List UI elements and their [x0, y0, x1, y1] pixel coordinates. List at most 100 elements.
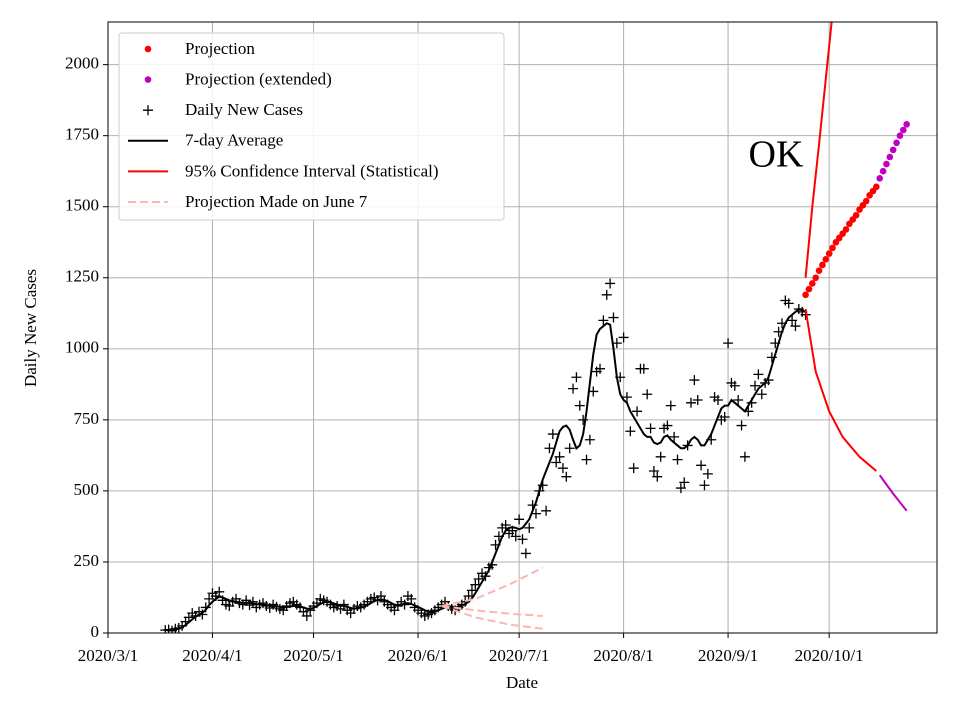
case-marker [753, 369, 764, 380]
series-line [804, 22, 833, 278]
series-line [804, 308, 877, 472]
case-marker [301, 610, 312, 621]
legend-marker [144, 76, 152, 83]
y-tick-label: 1000 [65, 338, 99, 357]
case-marker [595, 363, 606, 374]
projection-point [883, 160, 890, 168]
case-marker [756, 389, 767, 400]
case-marker [638, 363, 649, 374]
y-axis-label: Daily New Cases [21, 269, 40, 387]
case-marker [520, 548, 531, 559]
case-marker [628, 463, 639, 474]
case-marker [406, 593, 417, 604]
case-marker [655, 451, 666, 462]
legend-label: Daily New Cases [185, 100, 303, 119]
projection-point [825, 250, 833, 257]
case-marker [605, 278, 616, 289]
case-marker [696, 460, 707, 471]
case-marker [723, 338, 734, 349]
y-tick-label: 2000 [65, 54, 99, 73]
series-line [878, 474, 908, 512]
projection-point [876, 175, 884, 182]
axes-frame [107, 21, 938, 634]
case-marker [652, 471, 663, 482]
y-tick-label: 250 [74, 551, 100, 570]
x-tick-label: 2020/10/1 [795, 646, 864, 665]
case-marker [787, 315, 798, 326]
case-marker [621, 392, 632, 403]
case-marker [642, 389, 653, 400]
case-marker [632, 406, 643, 417]
case-marker [588, 386, 599, 397]
plot-area [160, 22, 910, 633]
case-marker [571, 372, 582, 383]
y-tick-label: 0 [91, 622, 100, 641]
case-marker [214, 586, 225, 597]
case-marker [466, 585, 477, 596]
case-marker [547, 429, 558, 440]
projection-point [886, 153, 894, 161]
projection-point [873, 183, 880, 191]
legend-label: Projection [185, 39, 255, 58]
case-marker [729, 380, 740, 391]
case-marker [685, 397, 696, 408]
legend-marker [143, 105, 153, 116]
case-marker [500, 520, 511, 531]
case-marker [645, 423, 656, 434]
y-tick-label: 1500 [65, 196, 99, 215]
projection-point [802, 291, 809, 299]
x-tick-label: 2020/4/1 [182, 646, 242, 665]
projection-point [809, 280, 816, 287]
projection-point [842, 226, 850, 233]
series-line [441, 566, 544, 607]
case-marker [568, 383, 579, 394]
case-marker [648, 466, 659, 477]
case-marker [719, 412, 730, 423]
projection-point [805, 285, 813, 293]
case-marker [473, 574, 484, 585]
legend: Projection Projection (extended) Daily New… [118, 32, 505, 221]
y-tick-label: 750 [74, 409, 100, 428]
case-marker [736, 420, 747, 431]
projection-point [889, 146, 897, 154]
case-marker [554, 451, 565, 462]
projection-point [812, 274, 819, 282]
case-marker [665, 400, 676, 411]
case-marker [247, 596, 258, 607]
legend-label: Projection Made on June 7 [185, 192, 368, 211]
x-tick-label: 2020/6/1 [388, 646, 448, 665]
case-marker [679, 477, 690, 488]
legend-box [118, 32, 505, 221]
legend-label: 95% Confidence Interval (Statistical) [185, 161, 439, 180]
series-line [165, 307, 806, 632]
projection-point [822, 255, 830, 263]
case-marker [524, 522, 535, 533]
case-marker [574, 400, 585, 411]
projection-point [903, 121, 910, 128]
case-marker [675, 483, 686, 494]
case-marker [662, 420, 673, 431]
case-marker [530, 508, 541, 519]
case-marker [739, 451, 750, 462]
case-marker [689, 375, 700, 386]
case-marker [790, 321, 801, 332]
case-marker [578, 414, 589, 425]
projection-point [879, 167, 887, 175]
series-line [441, 605, 543, 617]
legend-label: Projection (extended) [185, 70, 332, 89]
projection-point [900, 126, 907, 134]
case-marker [625, 426, 636, 437]
case-marker [561, 471, 572, 482]
y-tick-label: 1250 [65, 267, 99, 286]
case-marker [584, 434, 595, 445]
case-marker [702, 468, 713, 479]
projection-point [893, 139, 900, 147]
case-marker [470, 579, 481, 590]
case-marker [783, 298, 794, 309]
axes: 0 250 500 750 1000 1250 1500 1750 2000 2020/3/1 20… [65, 54, 864, 665]
annotation: OK [749, 134, 804, 176]
projection-point [852, 211, 860, 219]
case-marker [544, 443, 555, 454]
case-marker [541, 505, 552, 516]
